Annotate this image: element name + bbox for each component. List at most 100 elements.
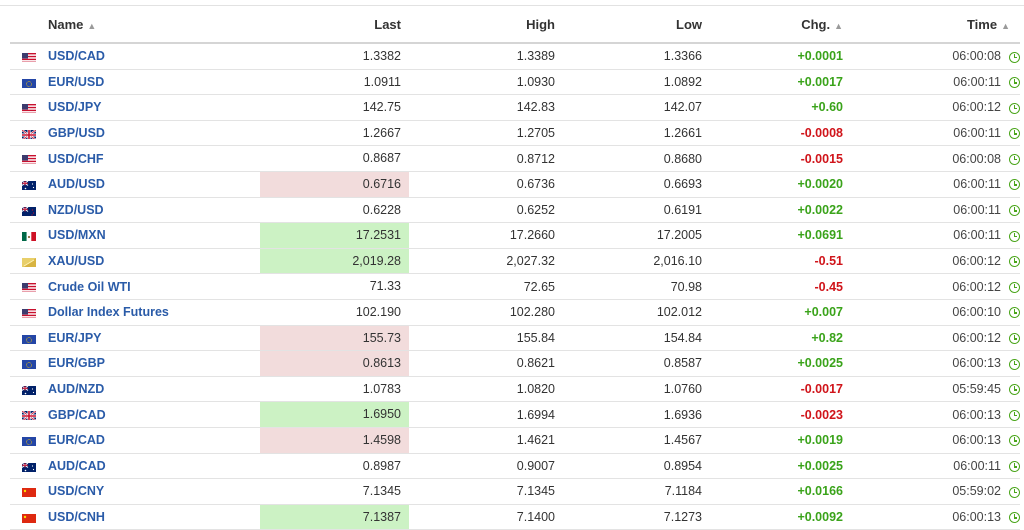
low-cell: 1.4567	[555, 427, 702, 454]
table-row[interactable]: EUR/CAD 1.4598 1.4621 1.4567 +0.0019 06:00:13	[10, 427, 1020, 454]
low-value: 1.6936	[663, 407, 702, 422]
chg-column-header[interactable]: Chg. ▲︎	[702, 6, 843, 44]
change-value: -0.0015	[800, 151, 843, 166]
instrument-name-cell[interactable]: GBP/USD	[48, 120, 260, 147]
instrument-name-cell[interactable]: NZD/USD	[48, 197, 260, 224]
flag-cell	[10, 197, 48, 224]
table-row[interactable]: USD/CNH 7.1387 7.1400 7.1273 +0.0092 06:00:13	[10, 504, 1020, 530]
table-row[interactable]: GBP/USD 1.2667 1.2705 1.2661 -0.0008 06:00:11	[10, 120, 1020, 147]
table-row[interactable]: EUR/GBP 0.8613 0.8621 0.8587 +0.0025 06:00:13	[10, 350, 1020, 377]
instrument-link[interactable]: Crude Oil WTI	[48, 279, 131, 294]
clock-icon	[1009, 384, 1020, 396]
instrument-name-cell[interactable]: EUR/USD	[48, 69, 260, 96]
table-row[interactable]: Crude Oil WTI 71.33 72.65 70.98 -0.45 06:00:1…	[10, 273, 1020, 300]
name-header-label: Name	[48, 16, 84, 32]
high-cell: 0.6252	[409, 197, 555, 224]
low-header-label: Low	[676, 16, 702, 32]
time-value: 06:00:12	[952, 100, 1001, 115]
low-value: 0.8587	[663, 356, 702, 371]
instrument-link[interactable]: AUD/USD	[48, 177, 105, 192]
name-column-header[interactable]: Name ▲︎	[48, 6, 260, 44]
instrument-link[interactable]: GBP/CAD	[48, 407, 106, 422]
table-row[interactable]: USD/CHF 0.8687 0.8712 0.8680 -0.0015 06:00:08	[10, 145, 1020, 172]
instrument-link[interactable]: AUD/NZD	[48, 382, 105, 397]
table-row[interactable]: Dollar Index Futures 102.190 102.280 102.01…	[10, 299, 1020, 326]
table-row[interactable]: EUR/USD 1.0911 1.0930 1.0892 +0.0017 06:00:11	[10, 69, 1020, 96]
change-cell: -0.51	[702, 248, 843, 275]
flag-cell	[10, 299, 48, 326]
instrument-name-cell[interactable]: AUD/USD	[48, 171, 260, 198]
sort-icon[interactable]: ▲︎	[87, 20, 97, 31]
time-value: 06:00:13	[952, 509, 1001, 524]
time-column-header[interactable]: Time ▲︎	[843, 6, 1020, 44]
high-value: 1.3389	[516, 49, 555, 64]
instrument-link[interactable]: USD/MXN	[48, 228, 106, 243]
instrument-name-cell[interactable]: USD/JPY	[48, 94, 260, 121]
instrument-link[interactable]: USD/CHF	[48, 151, 104, 166]
instrument-link[interactable]: EUR/JPY	[48, 330, 102, 345]
instrument-name-cell[interactable]: USD/CNH	[48, 504, 260, 530]
table-row[interactable]: USD/MXN 17.2531 17.2660 17.2005 +0.0691 06:00…	[10, 222, 1020, 249]
instrument-name-cell[interactable]: Crude Oil WTI	[48, 273, 260, 300]
instrument-name-cell[interactable]: EUR/GBP	[48, 350, 260, 377]
instrument-name-cell[interactable]: AUD/CAD	[48, 453, 260, 480]
instrument-name-cell[interactable]: USD/CAD	[48, 43, 260, 70]
instrument-link[interactable]: USD/CNY	[48, 484, 105, 499]
high-value: 7.1345	[516, 484, 555, 499]
flag-cell	[10, 145, 48, 172]
instrument-link[interactable]: USD/CNH	[48, 509, 105, 524]
instrument-link[interactable]: NZD/USD	[48, 202, 104, 217]
instrument-link[interactable]: USD/CAD	[48, 49, 105, 64]
instrument-name-cell[interactable]: XAU/USD	[48, 248, 260, 275]
instrument-name-cell[interactable]: Dollar Index Futures	[48, 299, 260, 326]
table-row[interactable]: AUD/CAD 0.8987 0.9007 0.8954 +0.0025 06:00:11	[10, 453, 1020, 480]
table-row[interactable]: GBP/CAD 1.6950 1.6994 1.6936 -0.0023 06:00:13	[10, 401, 1020, 428]
sort-icon[interactable]: ▲︎	[834, 20, 843, 31]
high-cell: 7.1345	[409, 478, 555, 505]
change-value: -0.45	[814, 279, 844, 294]
last-price-value: 17.2531	[260, 223, 409, 248]
last-price-cell: 0.8613	[260, 350, 409, 377]
last-price-cell: 102.190	[260, 299, 409, 326]
instrument-name-cell[interactable]: GBP/CAD	[48, 401, 260, 428]
table-row[interactable]: EUR/JPY 155.73 155.84 154.84 +0.82 06:00:12	[10, 325, 1020, 352]
instrument-name-cell[interactable]: USD/CNY	[48, 478, 260, 505]
sort-icon[interactable]: ▲︎	[1001, 20, 1010, 31]
instrument-link[interactable]: Dollar Index Futures	[48, 305, 169, 320]
last-price-cell: 1.3382	[260, 43, 409, 70]
flag-cell	[10, 350, 48, 377]
instrument-link[interactable]: EUR/GBP	[48, 356, 105, 371]
instrument-name-cell[interactable]: AUD/NZD	[48, 376, 260, 403]
table-row[interactable]: AUD/USD 0.6716 0.6736 0.6693 +0.0020 06:00:11	[10, 171, 1020, 198]
instrument-link[interactable]: EUR/CAD	[48, 433, 105, 448]
table-row[interactable]: USD/CAD 1.3382 1.3389 1.3366 +0.0001 06:00:08	[10, 43, 1020, 70]
instrument-link[interactable]: EUR/USD	[48, 74, 105, 89]
table-row[interactable]: XAU/USD 2,019.28 2,027.32 2,016.10 -0.51 06:0…	[10, 248, 1020, 275]
instrument-name-cell[interactable]: EUR/CAD	[48, 427, 260, 454]
clock-icon	[1009, 128, 1020, 140]
change-cell: -0.45	[702, 273, 844, 300]
low-cell: 17.2005	[555, 222, 702, 249]
instrument-name-cell[interactable]: USD/CHF	[48, 145, 260, 172]
table-row[interactable]: AUD/NZD 1.0783 1.0820 1.0760 -0.0017 05:59:45	[10, 376, 1020, 403]
table-row[interactable]: USD/CNY 7.1345 7.1345 7.1184 +0.0166 05:59:02	[10, 478, 1020, 505]
high-value: 2,027.32	[506, 254, 555, 269]
change-value: +0.60	[811, 100, 843, 115]
instrument-link[interactable]: XAU/USD	[48, 254, 105, 269]
low-cell: 1.0892	[555, 69, 702, 96]
instrument-link[interactable]: AUD/CAD	[48, 458, 106, 473]
last-price-value: 0.8687	[362, 151, 401, 166]
time-cell: 06:00:13	[843, 401, 1020, 428]
table-row[interactable]: NZD/USD 0.6228 0.6252 0.6191 +0.0022 06:00:11	[10, 197, 1020, 224]
instrument-name-cell[interactable]: USD/MXN	[48, 222, 260, 249]
change-cell: +0.0025	[702, 350, 843, 377]
table-row[interactable]: USD/JPY 142.75 142.83 142.07 +0.60 06:00:12	[10, 94, 1020, 121]
instrument-link[interactable]: USD/JPY	[48, 100, 102, 115]
instrument-name-cell[interactable]: EUR/JPY	[48, 325, 260, 352]
time-cell: 06:00:11	[843, 197, 1020, 224]
last-price-cell: 1.0783	[260, 376, 409, 403]
low-value: 154.84	[663, 330, 702, 345]
instrument-link[interactable]: GBP/USD	[48, 126, 105, 141]
low-cell: 0.8587	[555, 350, 702, 377]
change-cell: +0.0166	[702, 478, 843, 505]
